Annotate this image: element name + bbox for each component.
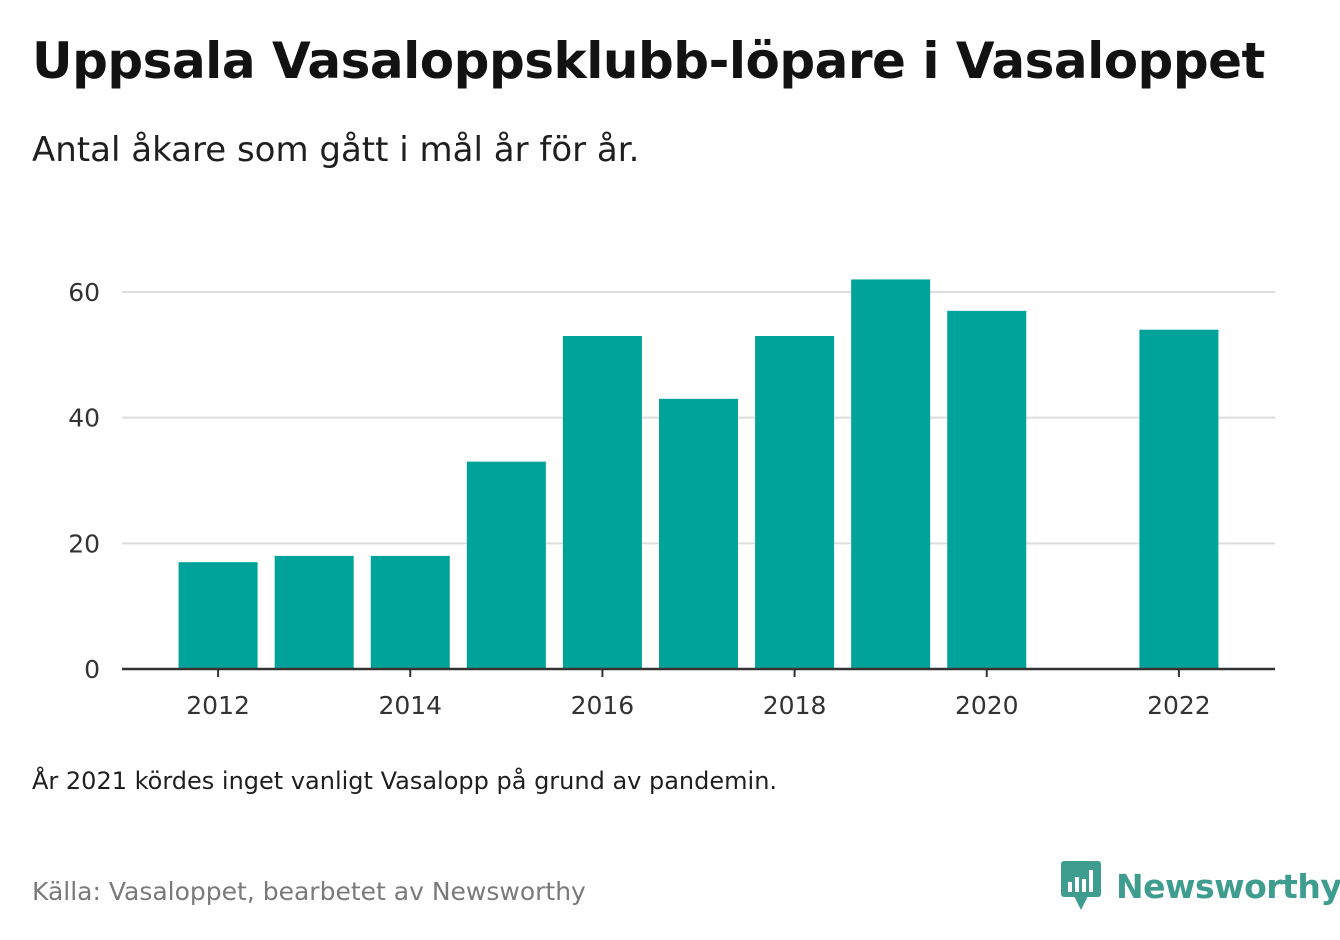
x-tick-label: 2022: [1147, 691, 1211, 720]
footnote: År 2021 kördes inget vanligt Vasalopp på…: [32, 767, 778, 795]
bar-2017: [659, 398, 738, 669]
x-tick-label: 2020: [955, 691, 1019, 720]
x-tick-label: 2016: [571, 691, 635, 720]
brand-name: Newsworthy: [1116, 866, 1340, 906]
chart-subtitle: Antal åkare som gått i mål år för år.: [32, 130, 640, 170]
y-tick-label: 60: [68, 278, 100, 307]
brand-logo: Newsworthy: [1060, 860, 1340, 912]
x-tick-label: 2012: [186, 691, 250, 720]
y-tick-label: 0: [84, 655, 100, 684]
bar-2018: [755, 335, 835, 669]
bar-2014: [370, 555, 450, 669]
y-tick-label: 20: [68, 529, 100, 558]
y-tick-label: 40: [68, 404, 100, 433]
bar-2013: [274, 555, 354, 669]
bar-2019: [851, 279, 931, 669]
x-tick-label: 2014: [378, 691, 442, 720]
bar-2022: [1139, 329, 1219, 669]
chart-title: Uppsala Vasaloppsklubb-löpare i Vasalopp…: [32, 32, 1265, 90]
newsworthy-logo-icon: [1061, 861, 1101, 910]
bar-2020: [947, 310, 1027, 669]
bar-2016: [562, 335, 642, 669]
source-credit: Källa: Vasaloppet, bearbetet av Newswort…: [32, 877, 586, 906]
x-tick-label: 2018: [763, 691, 827, 720]
bar-2012: [178, 562, 258, 669]
bar-2015: [466, 461, 546, 669]
